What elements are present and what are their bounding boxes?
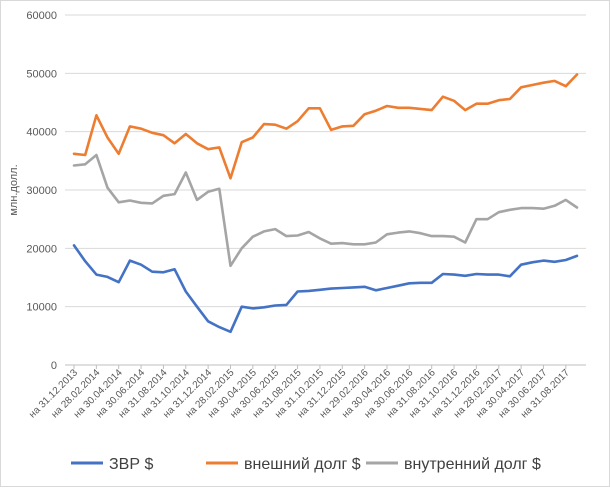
y-tick-label: 0 [51,360,57,372]
y-tick-label: 30000 [26,185,57,197]
series-line-1 [72,244,579,334]
y-tick-label: 20000 [26,243,57,255]
series-line-2 [72,73,579,180]
legend-label: внешний долг $ [244,456,361,473]
y-tick-label: 60000 [26,10,57,22]
y-axis-label: млн.долл. [8,164,20,215]
y-tick-label: 50000 [26,68,57,80]
legend-label: внутренний долг $ [404,456,541,473]
y-tick-label: 10000 [26,302,57,314]
series-line-3 [72,153,579,268]
y-tick-label: 40000 [26,127,57,139]
legend-label: ЗВР $ [109,456,153,473]
